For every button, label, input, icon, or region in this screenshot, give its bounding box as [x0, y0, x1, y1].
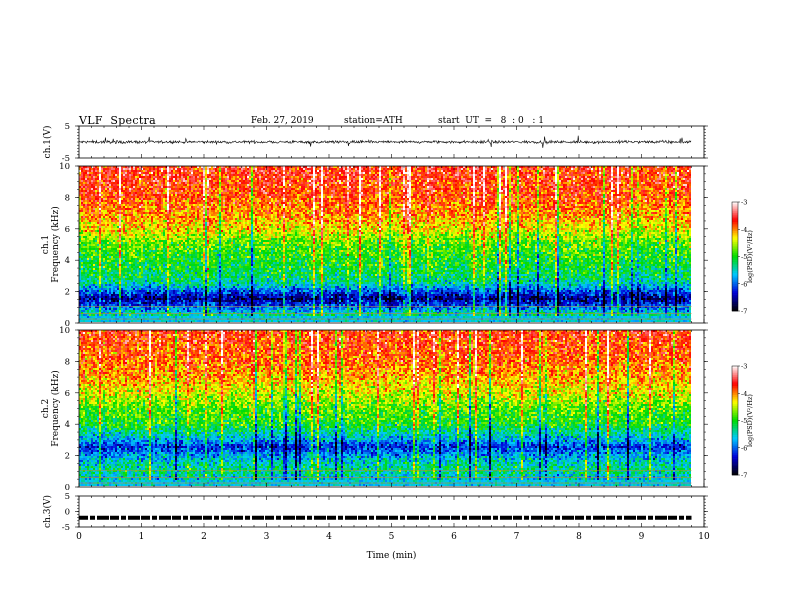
colorbar-tick-label: -3: [741, 363, 747, 371]
x-tick-label-7: 7: [514, 532, 520, 542]
x-tick-label-8: 8: [576, 532, 582, 542]
y-axis-label-ch1-waveform: ch.1(V): [42, 126, 53, 159]
x-tick-label-6: 6: [451, 532, 457, 542]
x-tick-label-10: 10: [698, 532, 710, 542]
y-tick-label-8: 8: [65, 193, 70, 203]
ch1-waveform-trace: [79, 136, 691, 148]
y-tick-label-5: 5: [65, 122, 70, 132]
y-tick-label-4: 4: [65, 420, 70, 430]
colorbar-label: log(PSD)(V²/Hz): [746, 230, 754, 283]
y-tick-label-6: 6: [65, 389, 70, 399]
colorbar-ch1-spectrogram: [732, 202, 738, 311]
x-tick-label-9: 9: [639, 532, 645, 542]
y-tick-label-0: 0: [65, 508, 70, 518]
y-tick-label-2: 2: [65, 288, 70, 298]
y-axis-label-ch3-waveform: ch.3(V): [42, 495, 53, 528]
y-tick-label-2: 2: [65, 452, 70, 462]
y-tick-label--5: -5: [62, 523, 70, 533]
y-tick-label-6: 6: [65, 225, 70, 235]
x-tick-label-4: 4: [326, 532, 332, 542]
colorbar-ch2-spectrogram: [732, 366, 738, 475]
y-tick-label-4: 4: [65, 256, 70, 266]
x-tick-label-0: 0: [76, 532, 82, 542]
colorbar-tick-label: -7: [741, 472, 747, 480]
y-axis-label-ch2-spectrogram: ch.2Frequency (kHz): [41, 370, 61, 447]
x-tick-label-1: 1: [139, 532, 145, 542]
colorbar-label: log(PSD)(V²/Hz): [746, 394, 754, 447]
colorbar-tick-label: -7: [741, 308, 747, 316]
ch3-waveform-frame: [79, 496, 704, 527]
x-tick-label-3: 3: [264, 532, 270, 542]
y-tick-label-5: 5: [65, 492, 70, 502]
x-tick-label-5: 5: [389, 532, 395, 542]
y-tick-label-10: 10: [59, 162, 70, 172]
spectrogram-ch2-spectrogram: [79, 330, 691, 486]
y-axis-label-ch1-spectrogram: ch.1Frequency (kHz): [41, 206, 61, 283]
y-tick-label-10: 10: [59, 326, 70, 336]
x-tick-label-2: 2: [201, 532, 207, 542]
colorbar-tick-label: -3: [741, 199, 747, 207]
y-tick-label-8: 8: [65, 357, 70, 367]
spectrogram-ch1-spectrogram: [79, 166, 691, 322]
x-axis-label: Time (min): [367, 550, 417, 561]
